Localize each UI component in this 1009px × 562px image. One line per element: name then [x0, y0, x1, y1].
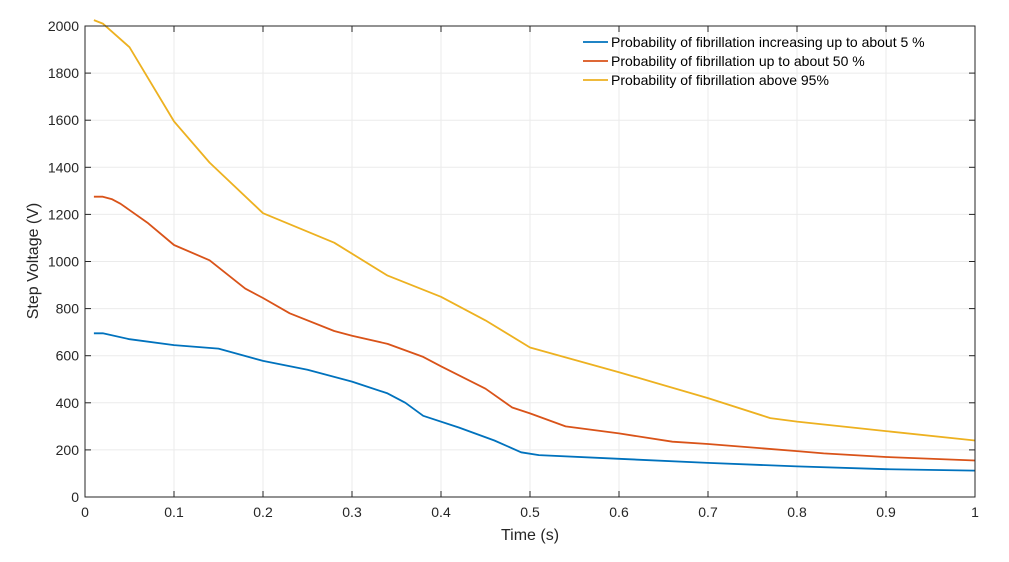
x-tick-label: 0.5 — [520, 504, 540, 520]
series-lines — [93, 19, 975, 472]
series-line-2 — [93, 195, 975, 462]
y-tick-label: 200 — [56, 442, 80, 458]
x-tick-label: 0.4 — [431, 504, 451, 520]
x-tick-label: 0.6 — [609, 504, 629, 520]
y-tick-label: 1000 — [48, 254, 79, 270]
y-tick-label: 2000 — [48, 18, 79, 34]
y-tick-label: 1200 — [48, 206, 79, 222]
y-tick-label: 0 — [71, 489, 79, 505]
x-axis-label: Time (s) — [501, 527, 559, 544]
x-tick-label: 0.7 — [698, 504, 718, 520]
x-tick-label: 0.1 — [164, 504, 184, 520]
y-tick-label: 400 — [56, 395, 80, 411]
series-line-1 — [93, 332, 975, 472]
tick-labels: 0 0.1 0.2 0.3 0.4 0.5 0.6 0.7 0.8 0.9 1 0 200 400 600 8… — [48, 18, 979, 520]
axes — [84, 25, 976, 498]
x-tick-label: 0.8 — [787, 504, 807, 520]
y-tick-label: 1800 — [48, 65, 79, 81]
x-tick-label: 1 — [971, 504, 979, 520]
axes-box — [84, 25, 976, 498]
y-axis-label: Step Voltage (V) — [25, 203, 42, 320]
legend-entry-2: Probability of fibrillation up to about … — [611, 53, 865, 69]
y-tick-label: 800 — [56, 301, 80, 317]
y-tick-label: 600 — [56, 348, 80, 364]
x-tick-label: 0 — [81, 504, 89, 520]
legend: Probability of fibrillation increasing u… — [583, 34, 925, 88]
legend-entry-1: Probability of fibrillation increasing u… — [611, 34, 925, 50]
series-line-3 — [93, 19, 975, 442]
x-tick-label: 0.9 — [876, 504, 896, 520]
x-tick-label: 0.3 — [342, 504, 362, 520]
x-tick-label: 0.2 — [253, 504, 273, 520]
y-tick-label: 1600 — [48, 112, 79, 128]
y-tick-label: 1400 — [48, 159, 79, 175]
legend-entry-3: Probability of fibrillation above 95% — [611, 72, 829, 88]
